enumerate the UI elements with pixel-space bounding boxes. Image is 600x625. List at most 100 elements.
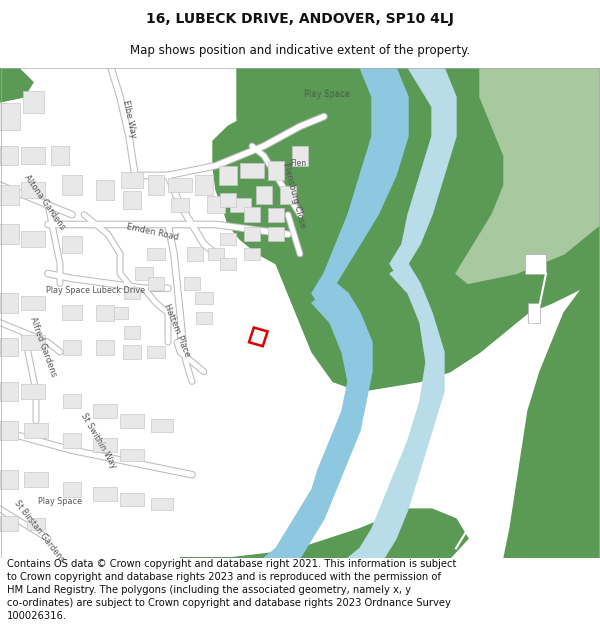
Bar [0, 293, 18, 312]
Text: Contains OS data © Crown copyright and database right 2021. This information is : Contains OS data © Crown copyright and d… [7, 559, 457, 621]
Bar [147, 346, 165, 358]
Bar [147, 248, 165, 260]
Bar [171, 198, 189, 212]
Polygon shape [456, 68, 600, 283]
Bar [148, 176, 164, 195]
Polygon shape [264, 283, 372, 558]
Bar [21, 231, 45, 247]
Bar [151, 419, 173, 432]
Text: Flensburg Close: Flensburg Close [281, 161, 307, 229]
Text: Altona Gardens: Altona Gardens [23, 173, 67, 232]
Polygon shape [180, 509, 468, 558]
Bar [256, 186, 272, 204]
Bar [220, 258, 236, 270]
Bar [0, 382, 18, 401]
Bar [24, 423, 48, 438]
Bar [24, 472, 48, 487]
Bar [51, 146, 69, 165]
Bar [93, 488, 117, 501]
Text: Play Space: Play Space [304, 89, 350, 98]
Bar [96, 340, 114, 354]
Bar [62, 236, 82, 252]
Bar [96, 181, 114, 200]
Bar [112, 307, 128, 319]
Bar [21, 296, 45, 311]
Bar [21, 384, 45, 399]
Bar [124, 326, 140, 339]
Bar [195, 292, 213, 304]
Bar [123, 191, 141, 209]
Text: Alfred Gardens: Alfred Gardens [28, 316, 58, 378]
Polygon shape [390, 68, 456, 274]
Bar [63, 482, 81, 497]
Bar [62, 176, 82, 195]
Bar [0, 103, 20, 130]
Text: 16, LUBECK DRIVE, ANDOVER, SP10 4LJ: 16, LUBECK DRIVE, ANDOVER, SP10 4LJ [146, 12, 454, 26]
Bar [268, 208, 284, 221]
Text: Hattem Place: Hattem Place [162, 302, 192, 358]
Bar [0, 516, 18, 531]
Bar [244, 228, 260, 241]
Bar [21, 335, 45, 349]
Bar [0, 146, 18, 165]
Bar [268, 228, 284, 241]
Bar [93, 404, 117, 418]
Bar [0, 470, 18, 489]
Text: Elbe Way: Elbe Way [121, 99, 137, 139]
Bar [62, 306, 82, 320]
Bar [0, 185, 19, 205]
Bar [208, 248, 224, 260]
Text: Flen: Flen [290, 159, 306, 168]
Text: Play Space Lubeck Drive: Play Space Lubeck Drive [46, 286, 146, 295]
Bar [120, 449, 144, 461]
Bar [96, 305, 114, 321]
Bar [148, 278, 164, 289]
Text: Play Space: Play Space [38, 498, 82, 506]
Bar [195, 176, 213, 195]
Text: Map shows position and indicative extent of the property.: Map shows position and indicative extent… [130, 44, 470, 57]
Bar [21, 182, 45, 198]
Polygon shape [348, 264, 444, 558]
Bar [0, 224, 19, 244]
Polygon shape [0, 68, 33, 102]
Text: Emden Road: Emden Road [126, 222, 180, 242]
Bar [280, 186, 296, 204]
Bar [21, 148, 45, 164]
Bar [244, 208, 260, 222]
Polygon shape [504, 264, 600, 558]
Text: Play Space: Play Space [304, 90, 350, 99]
Bar [63, 433, 81, 447]
Bar [120, 414, 144, 428]
Bar [63, 394, 81, 409]
Bar [93, 438, 117, 452]
Polygon shape [528, 303, 540, 322]
Bar [23, 91, 44, 113]
Bar [187, 247, 203, 261]
Text: St Swithin Way: St Swithin Way [79, 411, 119, 470]
Bar [207, 196, 225, 214]
Bar [219, 166, 237, 185]
Polygon shape [237, 68, 600, 391]
Bar [229, 198, 251, 212]
Polygon shape [213, 116, 276, 264]
Bar [184, 278, 200, 289]
Bar [123, 345, 141, 359]
Bar [196, 312, 212, 324]
Bar [120, 493, 144, 506]
Bar [220, 233, 236, 246]
Bar [0, 338, 18, 356]
Bar [27, 518, 45, 530]
Bar [0, 421, 18, 440]
Bar [220, 193, 236, 207]
Bar [168, 178, 192, 192]
Polygon shape [525, 254, 546, 274]
Text: St Birstan Gardens: St Birstan Gardens [12, 499, 66, 564]
Polygon shape [312, 68, 408, 303]
Bar [268, 161, 284, 181]
Bar [121, 173, 143, 188]
Bar [292, 146, 308, 166]
Bar [244, 248, 260, 260]
Bar [124, 287, 140, 299]
Bar [63, 340, 81, 354]
Bar [240, 163, 264, 178]
